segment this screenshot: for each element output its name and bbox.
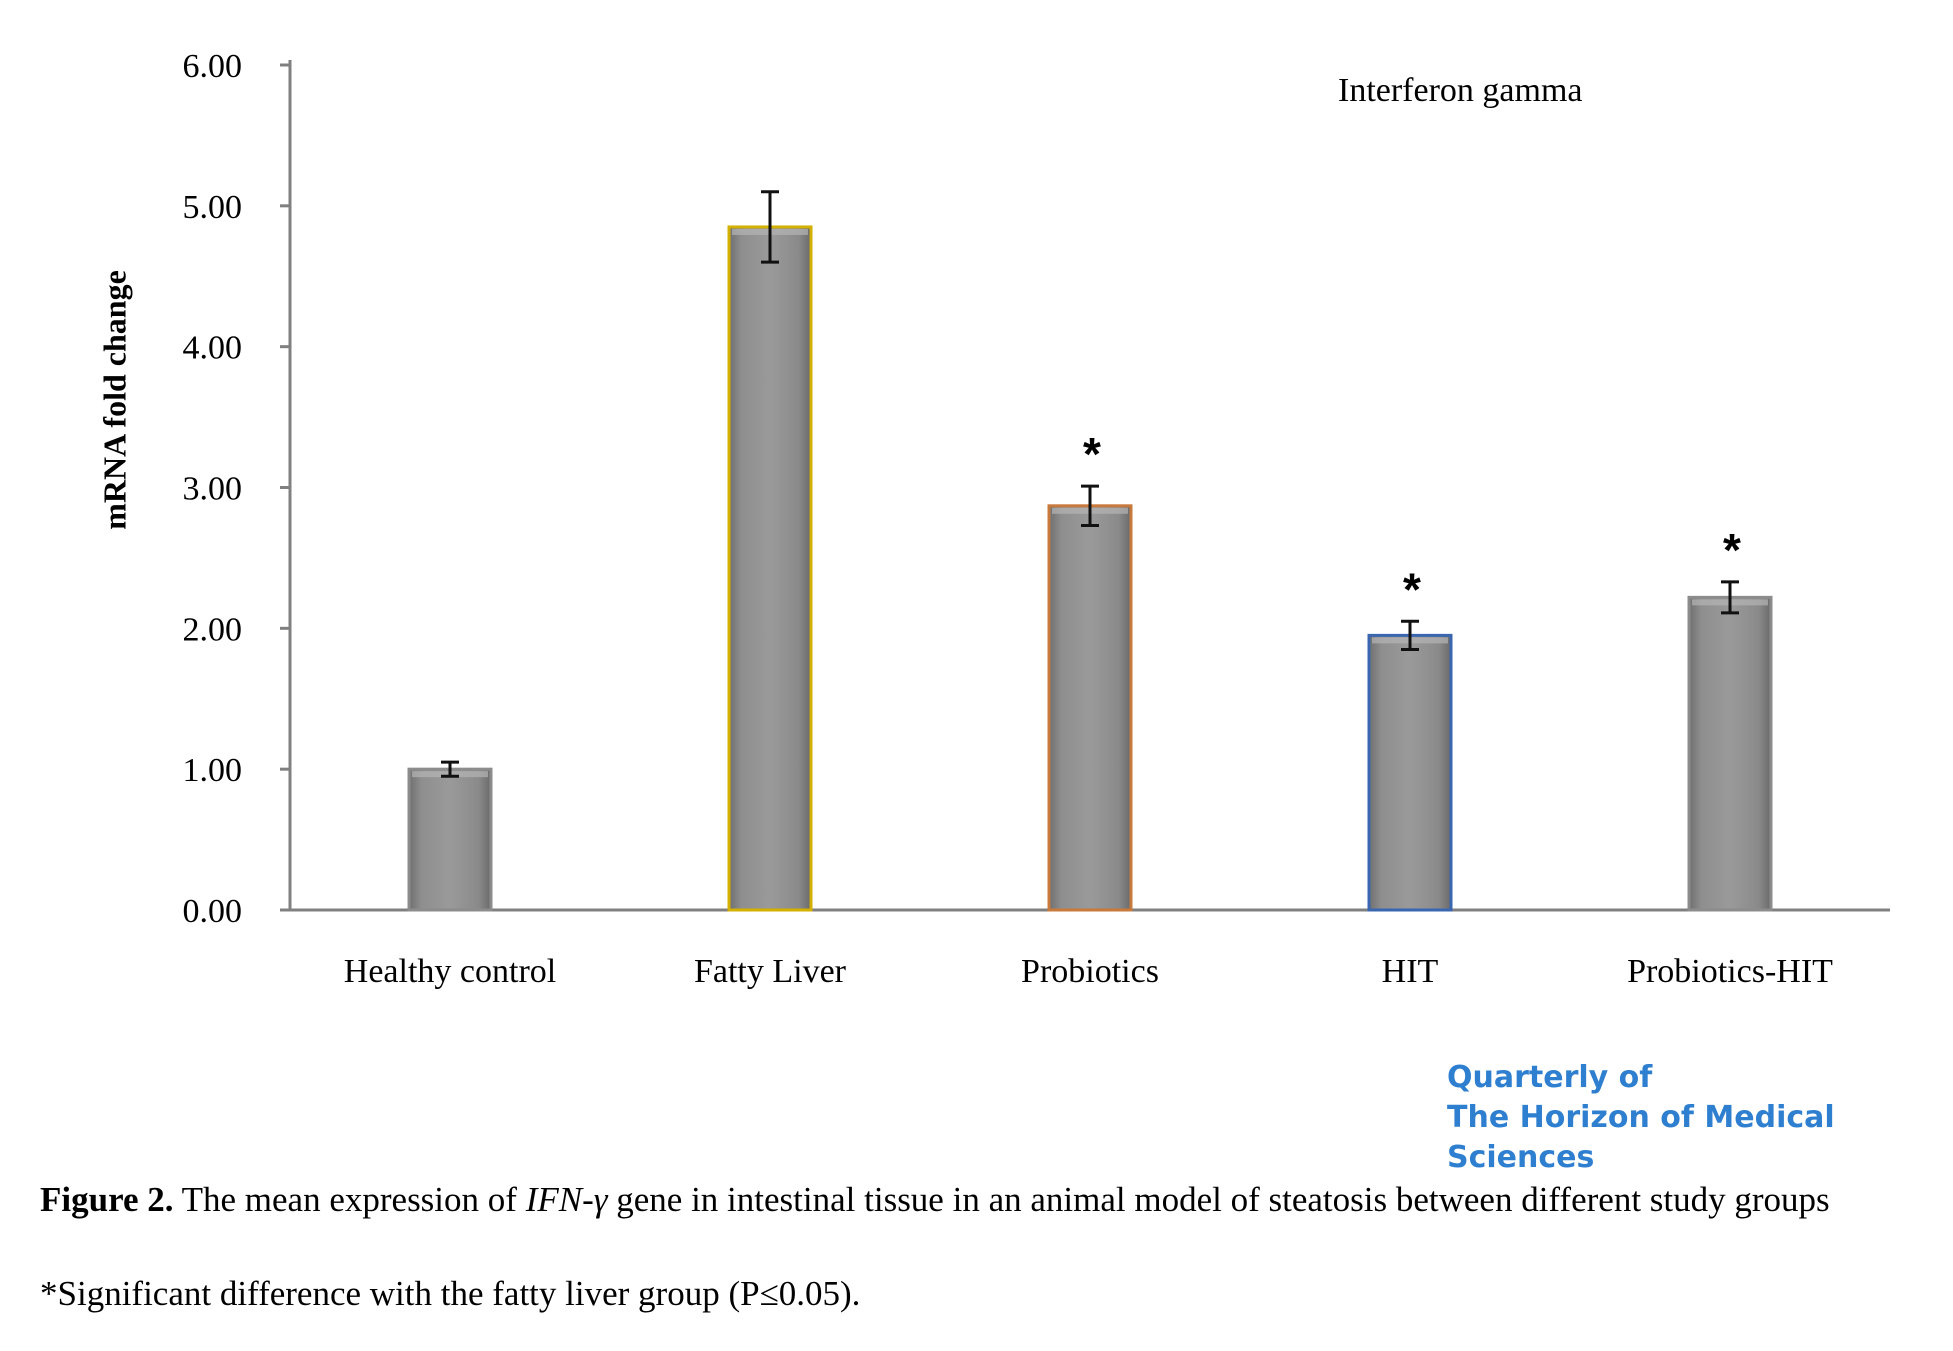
- y-axis-label: mRNA fold change: [96, 270, 132, 530]
- y-tick-label: 6.00: [183, 48, 243, 85]
- category-label: Probiotics: [1021, 953, 1159, 990]
- y-tick-label: 2.00: [183, 611, 243, 648]
- chart-title: Interferon gamma: [1338, 72, 1583, 109]
- category-label: HIT: [1382, 953, 1439, 990]
- significance-markers: * * *: [1083, 428, 1741, 615]
- y-tick-label: 5.00: [183, 189, 243, 226]
- bar: [727, 225, 813, 912]
- figure-footnote: *Significant difference with the fatty l…: [40, 1274, 861, 1313]
- significance-star: *: [1723, 524, 1741, 576]
- bar: [407, 767, 493, 912]
- y-tick-label: 4.00: [183, 330, 243, 367]
- chart: 0.00 1.00 2.00 3.00 4.00 5.00 6.00 * * * Healthy…: [96, 48, 1890, 990]
- bar: [1367, 633, 1453, 912]
- error-bars: [441, 190, 1739, 778]
- bar: [1687, 595, 1773, 912]
- category-labels: Healthy control Fatty Liver Probiotics HIT P…: [344, 953, 1833, 990]
- y-tick-label: 1.00: [183, 752, 243, 789]
- y-tick-label: 0.00: [183, 893, 243, 930]
- caption-gene: IFN-γ: [525, 1180, 608, 1219]
- bar: [1047, 504, 1133, 912]
- bars: [407, 225, 1773, 912]
- caption-text-after: gene in intestinal tissue in an animal m…: [607, 1180, 1830, 1219]
- caption-label: Figure 2.: [40, 1180, 174, 1219]
- significance-star: *: [1083, 428, 1101, 480]
- journal-watermark-line2: The Horizon of Medical Sciences: [1447, 1100, 1835, 1175]
- category-label: Healthy control: [344, 953, 556, 990]
- category-label: Probiotics-HIT: [1627, 953, 1833, 990]
- category-label: Fatty Liver: [694, 953, 847, 990]
- caption-text-before: The mean expression of: [173, 1180, 526, 1219]
- figure-caption: Figure 2. The mean expression of IFN-γ g…: [40, 1178, 1830, 1222]
- significance-star: *: [1403, 563, 1421, 615]
- y-ticks: 0.00 1.00 2.00 3.00 4.00 5.00 6.00: [183, 48, 290, 930]
- y-tick-label: 3.00: [183, 471, 243, 508]
- journal-watermark-line1: Quarterly of: [1447, 1060, 1653, 1095]
- journal-watermark: Quarterly of The Horizon of Medical Scie…: [1447, 1058, 1953, 1178]
